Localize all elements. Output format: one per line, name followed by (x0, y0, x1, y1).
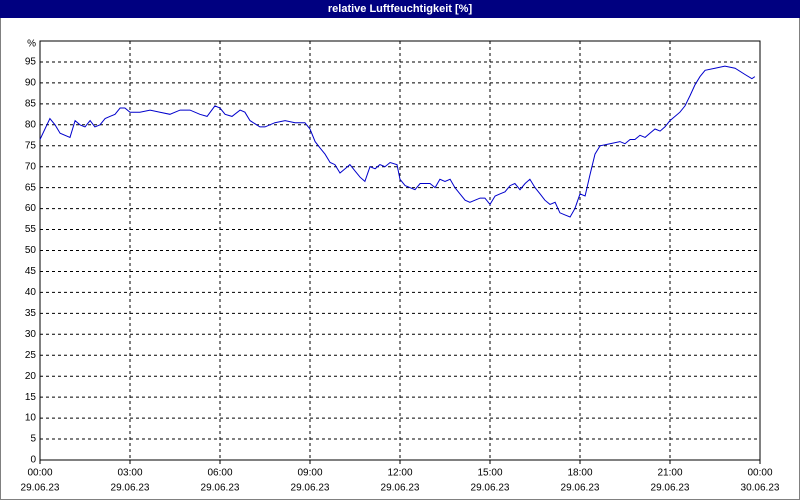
plot-border (39, 40, 761, 461)
y-tick-label: 15 (25, 392, 37, 403)
x-tick-date: 29.06.23 (381, 483, 420, 494)
y-axis-unit: % (27, 39, 36, 50)
y-tick-label: 20 (25, 371, 37, 382)
y-tick-label: 55 (25, 224, 37, 235)
x-tick-label: 18:00 (567, 468, 592, 479)
y-tick-label: 80 (25, 119, 37, 130)
x-tick-date: 30.06.23 (741, 483, 780, 494)
x-tick-label: 12:00 (387, 468, 412, 479)
x-tick-date: 29.06.23 (201, 483, 240, 494)
y-tick-label: 45 (25, 266, 37, 277)
x-tick-date: 29.06.23 (471, 483, 510, 494)
y-tick-label: 30 (25, 329, 37, 340)
y-tick-label: 0 (30, 455, 36, 466)
y-tick-label: 10 (25, 413, 37, 424)
x-tick-date: 29.06.23 (21, 483, 60, 494)
y-tick-label: 40 (25, 287, 37, 298)
chart-title: relative Luftfeuchtigkeit [%] (328, 3, 473, 15)
x-tick-date: 29.06.23 (561, 483, 600, 494)
x-tick-date: 29.06.23 (111, 483, 150, 494)
x-tick-label: 06:00 (207, 468, 232, 479)
y-tick-label: 75 (25, 140, 37, 151)
title-bar (0, 0, 800, 18)
y-tick-label: 50 (25, 245, 37, 256)
x-tick-label: 21:00 (657, 468, 682, 479)
y-tick-label: 95 (25, 57, 37, 68)
x-tick-label: 00:00 (27, 468, 52, 479)
y-tick-label: 65 (25, 182, 37, 193)
x-tick-label: 00:00 (747, 468, 772, 479)
y-tick-label: 90 (25, 78, 37, 89)
y-tick-label: 85 (25, 98, 37, 109)
data-line (39, 65, 756, 218)
y-tick-label: 25 (25, 350, 37, 361)
x-tick-label: 09:00 (297, 468, 322, 479)
x-tick-date: 29.06.23 (291, 483, 330, 494)
x-tick-date: 29.06.23 (651, 483, 690, 494)
y-tick-label: 5 (30, 434, 36, 445)
x-tick-label: 15:00 (477, 468, 502, 479)
y-tick-label: 35 (25, 308, 37, 319)
y-tick-label: 60 (25, 203, 37, 214)
x-tick-label: 03:00 (117, 468, 142, 479)
y-tick-label: 70 (25, 161, 37, 172)
